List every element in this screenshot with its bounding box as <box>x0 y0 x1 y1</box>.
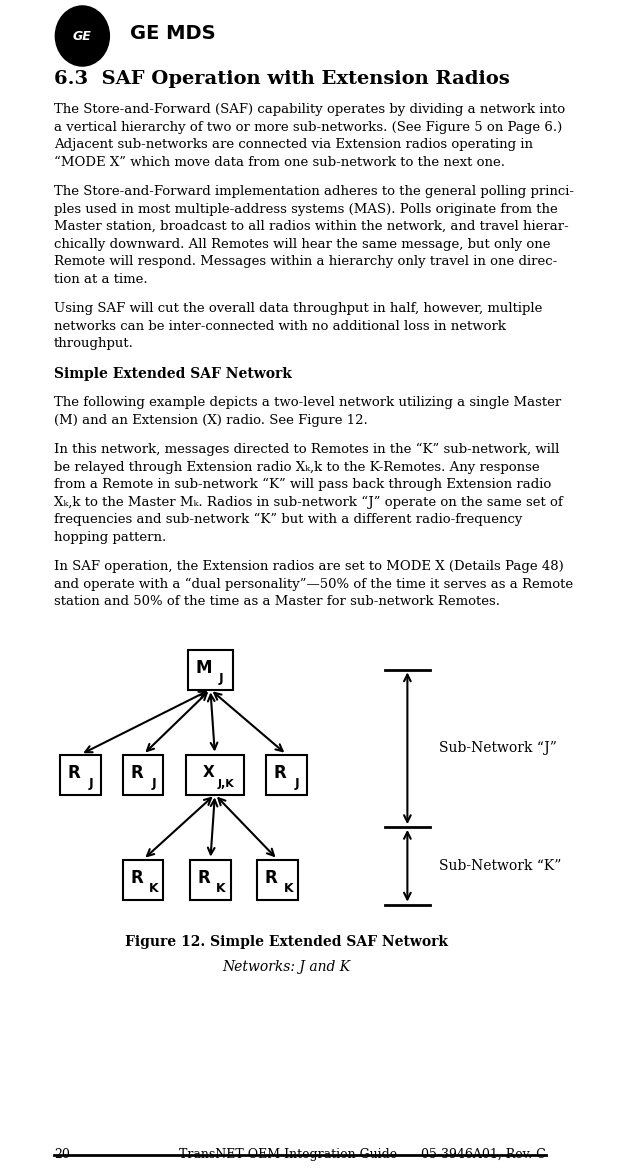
Text: Adjacent sub-networks are connected via Extension radios operating in: Adjacent sub-networks are connected via … <box>53 138 533 151</box>
Text: “MODE X” which move data from one sub-network to the next one.: “MODE X” which move data from one sub-ne… <box>53 156 505 169</box>
Text: 20: 20 <box>53 1148 70 1161</box>
Text: from a Remote in sub-network “K” will pass back through Extension radio: from a Remote in sub-network “K” will pa… <box>53 479 551 491</box>
Text: Networks: J and K: Networks: J and K <box>222 960 350 974</box>
Text: 6.3  SAF Operation with Extension Radios: 6.3 SAF Operation with Extension Radios <box>53 70 509 88</box>
Text: K: K <box>216 882 226 895</box>
FancyBboxPatch shape <box>185 754 244 794</box>
FancyBboxPatch shape <box>123 754 164 794</box>
Text: Master station, broadcast to all radios within the network, and travel hierar-: Master station, broadcast to all radios … <box>53 221 569 233</box>
Text: Xₖ,k to the Master Mₖ. Radios in sub-network “J” operate on the same set of: Xₖ,k to the Master Mₖ. Radios in sub-net… <box>53 495 562 509</box>
Text: ples used in most multiple-address systems (MAS). Polls originate from the: ples used in most multiple-address syste… <box>53 203 558 216</box>
Text: J: J <box>219 672 223 685</box>
FancyBboxPatch shape <box>61 754 100 794</box>
Text: M: M <box>196 658 213 677</box>
Text: be relayed through Extension radio Xₖ,k to the K-Remotes. Any response: be relayed through Extension radio Xₖ,k … <box>53 461 539 474</box>
Text: R: R <box>68 764 80 781</box>
FancyBboxPatch shape <box>190 860 231 900</box>
Text: chically downward. All Remotes will hear the same message, but only one: chically downward. All Remotes will hear… <box>53 237 550 251</box>
Text: In this network, messages directed to Remotes in the “K” sub-network, will: In this network, messages directed to Re… <box>53 443 559 456</box>
Text: Sub-Network “K”: Sub-Network “K” <box>439 859 561 873</box>
Text: R: R <box>274 764 287 781</box>
Text: R: R <box>265 868 278 887</box>
Text: In SAF operation, the Extension radios are set to MODE X (Details Page 48): In SAF operation, the Extension radios a… <box>53 560 564 572</box>
FancyBboxPatch shape <box>258 860 298 900</box>
Text: Sub-Network “J”: Sub-Network “J” <box>439 741 556 755</box>
FancyBboxPatch shape <box>188 650 232 690</box>
Text: R: R <box>198 868 211 887</box>
Text: J: J <box>152 777 156 789</box>
Text: Simple Extended SAF Network: Simple Extended SAF Network <box>53 366 292 380</box>
Text: R: R <box>131 764 144 781</box>
Text: R: R <box>131 868 144 887</box>
Text: GE MDS: GE MDS <box>130 23 216 42</box>
Text: tion at a time.: tion at a time. <box>53 272 147 285</box>
Text: Figure 12. Simple Extended SAF Network: Figure 12. Simple Extended SAF Network <box>125 935 448 949</box>
Text: GE: GE <box>73 29 91 42</box>
Text: The following example depicts a two-level network utilizing a single Master: The following example depicts a two-leve… <box>53 396 561 409</box>
Text: The Store-and-Forward (SAF) capability operates by dividing a network into: The Store-and-Forward (SAF) capability o… <box>53 103 565 116</box>
Text: J: J <box>295 777 299 789</box>
Text: throughput.: throughput. <box>53 337 133 350</box>
Ellipse shape <box>57 7 108 65</box>
Text: TransNET OEM Integration Guide: TransNET OEM Integration Guide <box>179 1148 397 1161</box>
Text: Remote will respond. Messages within a hierarchy only travel in one direc-: Remote will respond. Messages within a h… <box>53 255 557 267</box>
Text: a vertical hierarchy of two or more sub-networks. (See Figure 5 on Page 6.): a vertical hierarchy of two or more sub-… <box>53 121 562 134</box>
Text: networks can be inter-connected with no additional loss in network: networks can be inter-connected with no … <box>53 319 506 332</box>
Text: J,K: J,K <box>217 779 234 788</box>
FancyBboxPatch shape <box>267 754 307 794</box>
Text: hopping pattern.: hopping pattern. <box>53 530 166 543</box>
Text: Using SAF will cut the overall data throughput in half, however, multiple: Using SAF will cut the overall data thro… <box>53 301 542 316</box>
Text: K: K <box>149 882 159 895</box>
Text: and operate with a “dual personality”—50% of the time it serves as a Remote: and operate with a “dual personality”—50… <box>53 577 573 591</box>
Text: (M) and an Extension (X) radio. See Figure 12.: (M) and an Extension (X) radio. See Figu… <box>53 414 368 427</box>
Text: frequencies and sub-network “K” but with a different radio-frequency: frequencies and sub-network “K” but with… <box>53 513 522 527</box>
Text: The Store-and-Forward implementation adheres to the general polling princi-: The Store-and-Forward implementation adh… <box>53 185 574 198</box>
Text: 05-3946A01, Rev. C: 05-3946A01, Rev. C <box>421 1148 546 1161</box>
Text: X: X <box>203 765 214 780</box>
Text: J: J <box>89 777 93 789</box>
Text: K: K <box>283 882 293 895</box>
Text: station and 50% of the time as a Master for sub-network Remotes.: station and 50% of the time as a Master … <box>53 595 500 608</box>
FancyBboxPatch shape <box>123 860 164 900</box>
